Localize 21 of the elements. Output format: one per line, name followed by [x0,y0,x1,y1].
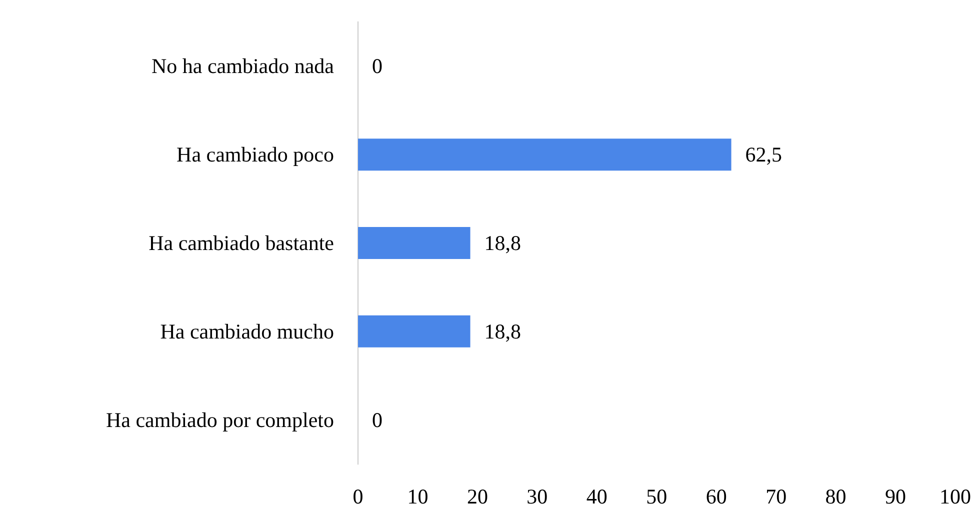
data-label: 18,8 [484,319,522,344]
y-tick-label: Ha cambiado mucho [160,319,334,344]
x-tick-label: 40 [586,484,608,508]
data-label: 0 [372,408,382,432]
y-tick-label: Ha cambiado por completo [106,408,334,432]
x-tick-label: 20 [466,484,488,508]
y-tick-label: Ha cambiado bastante [148,231,334,255]
x-tick-label: 0 [352,484,364,508]
x-tick-label: 60 [706,484,727,508]
x-tick-label: 30 [526,484,548,508]
x-tick-label: 50 [646,484,668,508]
data-label: 18,8 [484,231,522,255]
data-label: 0 [372,54,382,78]
x-tick-label: 10 [407,484,428,508]
y-tick-label: No ha cambiado nada [151,54,335,78]
x-tick-label: 80 [825,484,846,508]
y-tick-label: Ha cambiado poco [176,142,334,167]
x-tick-label: 100 [940,484,971,508]
data-label: 62,5 [745,142,782,167]
x-tick-label: 70 [766,484,787,508]
x-tick-label: 90 [885,484,906,508]
